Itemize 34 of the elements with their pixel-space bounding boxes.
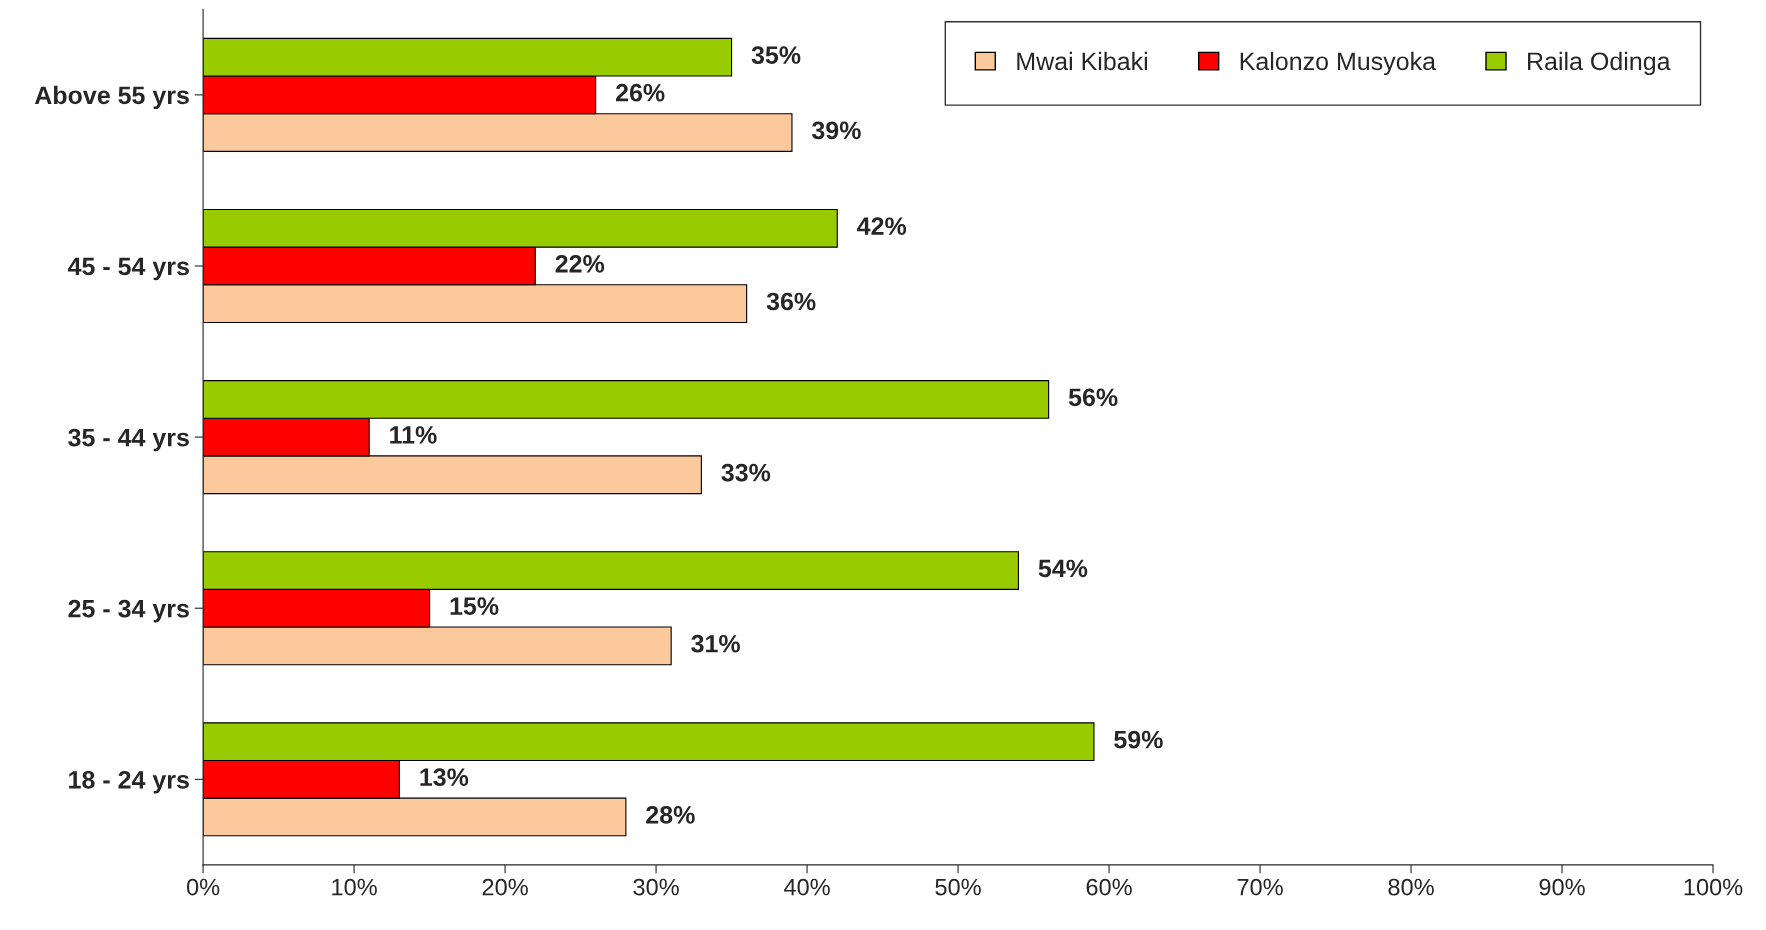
- x-tick-label: 40%: [783, 878, 830, 896]
- x-tick-label: 90%: [1539, 878, 1585, 896]
- data-label: 15%: [450, 597, 499, 615]
- y-tick-label: 25 - 34 yrs: [68, 599, 189, 623]
- data-label: 42%: [857, 217, 907, 235]
- legend-label: Mwai Kibaki: [1017, 51, 1147, 71]
- data-label: 35%: [751, 46, 801, 64]
- legend-label: Raila Odinga: [1528, 51, 1671, 76]
- y-tick-label: 35 - 44 yrs: [68, 428, 189, 452]
- data-label: 39%: [811, 121, 861, 140]
- data-label: 11%: [390, 426, 437, 444]
- y-tick-label: Above 55 yrs: [34, 85, 189, 110]
- x-tick-label: 0%: [186, 878, 220, 896]
- data-label: 59%: [1114, 730, 1163, 749]
- data-label: 31%: [691, 634, 740, 653]
- x-tick-label: 70%: [1237, 878, 1283, 896]
- data-label: 33%: [721, 463, 771, 482]
- data-label: 22%: [555, 254, 605, 273]
- x-tick-label: 60%: [1086, 878, 1132, 896]
- data-label: 56%: [1068, 388, 1118, 407]
- x-tick-label: 100%: [1684, 878, 1743, 896]
- y-tick-label: 45 - 54 yrs: [67, 257, 189, 281]
- legend-label: Kalonzo Musyoka: [1240, 51, 1437, 76]
- x-tick-label: 30%: [633, 878, 679, 896]
- data-label: 28%: [646, 805, 695, 824]
- y-tick-label: 18 - 24 yrs: [69, 770, 189, 794]
- x-tick-label: 10%: [332, 878, 377, 896]
- x-tick-label: 80%: [1388, 878, 1434, 896]
- x-tick-label: 50%: [935, 878, 981, 896]
- x-tick-label: 20%: [482, 878, 528, 896]
- data-label: 13%: [420, 768, 469, 787]
- data-label: 36%: [766, 292, 816, 311]
- data-label: 54%: [1038, 559, 1088, 578]
- data-label: 26%: [615, 83, 665, 102]
